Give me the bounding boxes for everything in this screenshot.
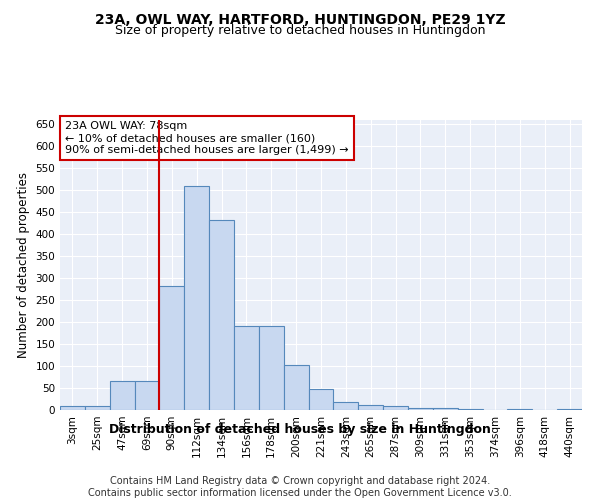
Bar (433, 408, 458, 410)
Bar (557, 409, 582, 410)
Bar (308, 390, 334, 410)
Bar (508, 409, 532, 410)
Bar (408, 408, 433, 410)
Bar (85, 406, 110, 410)
Bar (334, 402, 358, 410)
Bar (458, 409, 482, 410)
Bar (259, 326, 284, 410)
Bar (284, 365, 308, 410)
Bar (358, 404, 383, 410)
Bar (160, 286, 184, 410)
Text: Contains HM Land Registry data © Crown copyright and database right 2024.
Contai: Contains HM Land Registry data © Crown c… (88, 476, 512, 498)
Bar (234, 326, 259, 410)
Bar (383, 406, 408, 410)
Bar (110, 382, 134, 410)
Text: 23A OWL WAY: 78sqm
← 10% of detached houses are smaller (160)
90% of semi-detach: 23A OWL WAY: 78sqm ← 10% of detached hou… (65, 122, 349, 154)
Bar (60, 406, 85, 410)
Text: Size of property relative to detached houses in Huntingdon: Size of property relative to detached ho… (115, 24, 485, 37)
Bar (209, 220, 234, 410)
Bar (134, 382, 160, 410)
Bar (184, 186, 209, 410)
Text: Distribution of detached houses by size in Huntingdon: Distribution of detached houses by size … (109, 422, 491, 436)
Text: 23A, OWL WAY, HARTFORD, HUNTINGDON, PE29 1YZ: 23A, OWL WAY, HARTFORD, HUNTINGDON, PE29… (95, 12, 505, 26)
Y-axis label: Number of detached properties: Number of detached properties (17, 172, 30, 358)
